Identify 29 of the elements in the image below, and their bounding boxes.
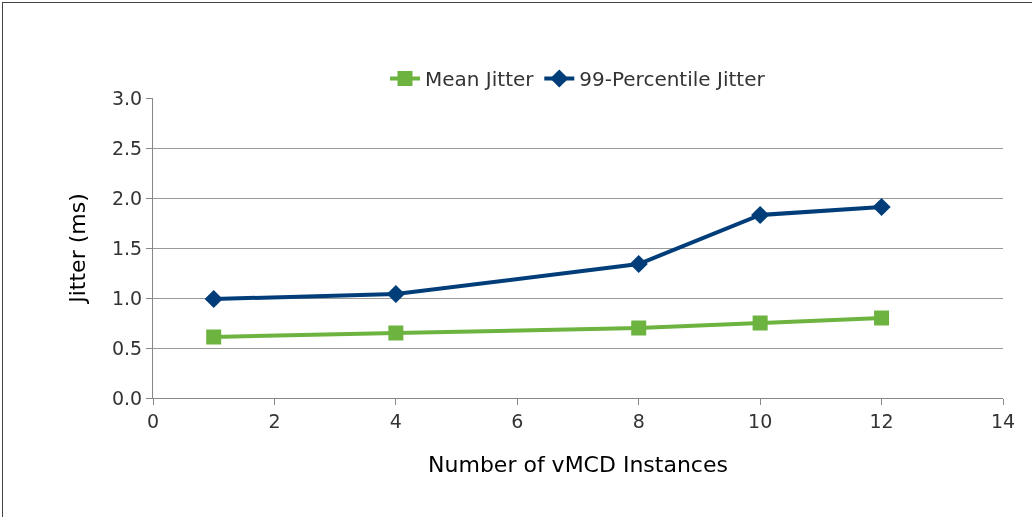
- y-tick-label: 1.5: [111, 236, 143, 259]
- y-tick-label: 0.5: [111, 336, 143, 359]
- point: [204, 289, 223, 309]
- x-tick-label: 8: [632, 409, 645, 432]
- y-tick-label: 2.5: [111, 136, 143, 159]
- legend-label: Mean Jitter: [425, 67, 535, 92]
- x-tick-label: 2: [268, 409, 281, 432]
- x-tick-label: 12: [869, 409, 894, 432]
- point: [206, 329, 222, 345]
- x-tick-label: 4: [389, 409, 402, 432]
- y-tick-label: 1.0: [111, 286, 143, 309]
- x-tick-label: 14: [990, 409, 1016, 432]
- y-tick-label: 2.0: [111, 186, 143, 209]
- point: [629, 254, 648, 274]
- x-axis-title: Number of vMCD Instances: [428, 451, 728, 477]
- point: [874, 310, 890, 326]
- x-tick-label: 0: [146, 409, 160, 432]
- point: [752, 315, 768, 331]
- x-tick-label: 10: [748, 409, 773, 432]
- point: [751, 205, 770, 225]
- point: [386, 284, 405, 304]
- point: [631, 320, 647, 336]
- x-tick-label: 6: [511, 409, 524, 432]
- point: [388, 325, 404, 341]
- y-tick-label: 3.0: [111, 86, 143, 109]
- legend-label: 99-Percentile Jitter: [579, 67, 766, 92]
- point: [872, 197, 891, 217]
- y-tick-label: 0.0: [111, 386, 143, 409]
- y-axis-title: Jitter (ms): [64, 193, 90, 305]
